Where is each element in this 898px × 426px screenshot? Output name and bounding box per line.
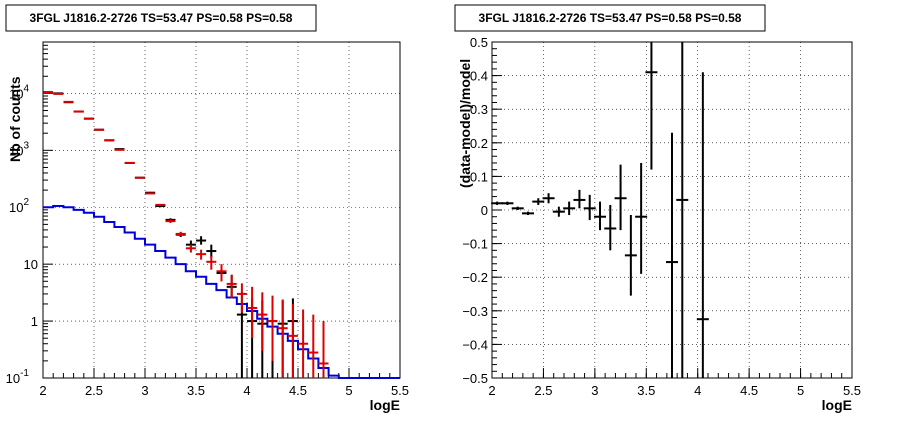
model-point bbox=[125, 163, 135, 164]
residual-y-tick-label: −0.2 bbox=[462, 270, 488, 285]
counts-x-axis-label: logE bbox=[370, 397, 400, 413]
residual-x-axis-label: logE bbox=[822, 397, 852, 413]
model-point bbox=[135, 177, 145, 178]
counts-title: 3FGL J1816.2-2726 TS=53.47 PS=0.58 PS=0.… bbox=[30, 11, 293, 25]
residual-y-tick-label: −0.5 bbox=[462, 371, 488, 386]
counts-y-tick-label: 10 bbox=[24, 257, 38, 272]
counts-x-tick-label: 2.5 bbox=[85, 383, 103, 398]
residual-y-tick-label: −0.3 bbox=[462, 304, 488, 319]
counts-y-axis-label: Nb of counts bbox=[7, 76, 23, 162]
residual-y-tick-label: −0.4 bbox=[462, 337, 488, 352]
residual-x-tick-label: 2 bbox=[488, 383, 495, 398]
residual-x-tick-label: 3 bbox=[591, 383, 598, 398]
model-point bbox=[74, 111, 84, 112]
residual-y-tick-label: −0.1 bbox=[462, 237, 488, 252]
counts-x-tick-label: 3 bbox=[141, 383, 148, 398]
residual-y-axis-label: (data-model)/model bbox=[457, 59, 473, 188]
model-point bbox=[104, 140, 114, 141]
model-point bbox=[145, 193, 155, 194]
residual-title: 3FGL J1816.2-2726 TS=53.47 PS=0.58 PS=0.… bbox=[479, 11, 742, 25]
counts-x-tick-label: 2 bbox=[39, 383, 46, 398]
model-point bbox=[155, 204, 165, 206]
residual-x-tick-label: 2.5 bbox=[534, 383, 552, 398]
counts-x-tick-label: 5 bbox=[345, 383, 352, 398]
counts-x-tick-label: 4 bbox=[243, 383, 250, 398]
residual-x-tick-label: 4 bbox=[694, 383, 701, 398]
counts-y-tick-label: 1 bbox=[31, 314, 38, 329]
residual-y-tick-label: 0.5 bbox=[470, 35, 488, 50]
residual-y-tick-label: 0 bbox=[481, 203, 488, 218]
residual-x-tick-label: 5 bbox=[797, 383, 804, 398]
model-point bbox=[115, 149, 125, 150]
model-point bbox=[53, 94, 63, 95]
counts-x-tick-label: 3.5 bbox=[187, 383, 205, 398]
residual-x-tick-label: 3.5 bbox=[637, 383, 655, 398]
counts-x-tick-label: 5.5 bbox=[391, 383, 409, 398]
residual-x-tick-label: 5.5 bbox=[843, 383, 861, 398]
model-point bbox=[84, 118, 94, 119]
residual-x-tick-label: 4.5 bbox=[740, 383, 758, 398]
counts-x-tick-label: 4.5 bbox=[289, 383, 307, 398]
model-point bbox=[94, 129, 104, 130]
